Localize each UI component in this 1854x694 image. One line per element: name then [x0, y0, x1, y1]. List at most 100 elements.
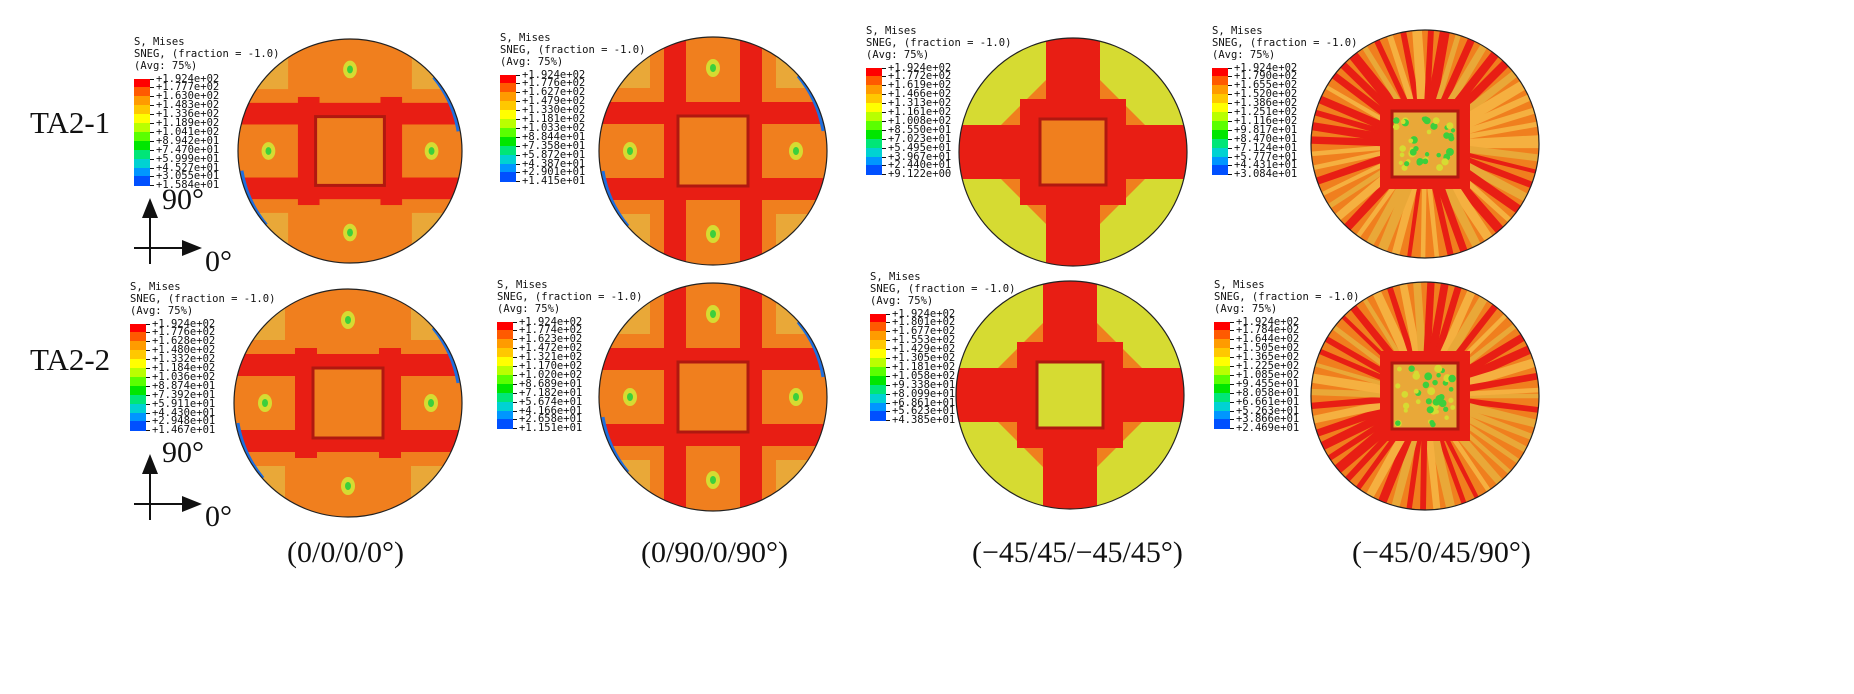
legend-swatch — [134, 123, 150, 133]
legend-tick — [150, 105, 154, 107]
contour-spot — [1432, 379, 1438, 386]
contour-legend: S, Mises SNEG, (fraction = -1.0) (Avg: 75%… — [1214, 279, 1359, 435]
legend-tick — [1228, 129, 1232, 131]
legend-value: +1.305e+02 — [892, 352, 956, 365]
contour-region — [599, 102, 827, 124]
contour-spot — [1436, 164, 1444, 172]
legend-tick — [150, 114, 154, 116]
legend-tick — [1230, 357, 1234, 359]
legend-value: +9.817e+01 — [1234, 123, 1298, 136]
legend-swatch — [130, 341, 146, 351]
legend-tick — [1230, 366, 1234, 368]
legend-tick — [150, 149, 154, 151]
contour-spot — [793, 393, 799, 401]
contour-spot — [1432, 398, 1440, 406]
legend-header-line: SNEG, (fraction = -1.0) — [134, 48, 280, 61]
contour-spot — [1430, 421, 1436, 428]
contour-spot — [1398, 160, 1403, 166]
legend-value: +7.392e+01 — [152, 388, 216, 401]
legend-value: +4.166e+01 — [519, 404, 583, 417]
legend-tick — [516, 110, 520, 112]
legend-tick — [882, 103, 886, 105]
legend-value: +1.924e+02 — [522, 68, 586, 81]
legend-header-line: (Avg: 75%) — [866, 49, 930, 62]
legend-tick — [886, 384, 890, 386]
legend-header-line: (Avg: 75%) — [870, 295, 934, 308]
legend-swatch — [870, 331, 886, 341]
rim-highlight — [432, 76, 460, 132]
legend-swatch — [500, 163, 516, 173]
legend-value: +7.358e+01 — [522, 139, 586, 152]
legend-value: +4.430e+01 — [152, 406, 216, 419]
legend-swatch — [866, 85, 882, 95]
contour-spot — [1392, 123, 1400, 131]
legend-swatch — [1214, 410, 1230, 420]
contour-spot — [1415, 399, 1421, 405]
legend-tick — [516, 136, 520, 138]
contour-spot — [1441, 158, 1449, 166]
legend-value: +2.469e+01 — [1236, 422, 1300, 435]
legend-value: +1.619e+02 — [888, 79, 952, 92]
legend-value: +5.872e+01 — [522, 148, 586, 161]
legend-tick — [1228, 120, 1232, 122]
legend-swatch — [134, 131, 150, 142]
legend-tick — [1228, 85, 1232, 87]
contour-region — [238, 177, 462, 200]
contour-legend: S, Mises SNEG, (fraction = -1.0) (Avg: 75%… — [497, 279, 642, 434]
legend-tick — [146, 430, 150, 432]
contour-region — [740, 37, 762, 265]
legend-swatch — [130, 359, 146, 369]
legend-value: +1.415e+01 — [522, 175, 586, 188]
legend-value: +1.466e+02 — [888, 88, 952, 101]
legend-header-line: (Avg: 75%) — [1214, 303, 1278, 316]
legend-value: +1.386e+02 — [1234, 97, 1298, 110]
legend-value: +8.942e+01 — [156, 134, 220, 147]
disk-outline — [233, 288, 463, 518]
legend-swatch — [497, 330, 513, 340]
legend-value: +1.924e+02 — [152, 317, 216, 330]
legend-tick — [1230, 410, 1234, 412]
legend-swatch — [500, 172, 516, 182]
legend-tick — [513, 366, 517, 368]
legend-swatch — [870, 358, 886, 368]
contour-spot — [1413, 388, 1419, 394]
legend-value: +2.948e+01 — [152, 415, 216, 428]
contour-spot — [1446, 148, 1454, 156]
legend-value: +1.623e+02 — [519, 333, 583, 346]
legend-tick — [516, 92, 520, 94]
legend-value: +1.330e+02 — [522, 104, 586, 117]
legend-tick — [513, 410, 517, 412]
contour-spot — [428, 399, 434, 407]
legend-swatch — [1214, 374, 1230, 385]
legend-header-line: SNEG, (fraction = -1.0) — [130, 293, 276, 306]
legend-tick — [882, 85, 886, 87]
column-label-m45-45-m45-45: (−45/45/−45/45°) — [972, 536, 1183, 569]
legend-value: +1.008e+02 — [888, 114, 952, 127]
contour-spot — [1422, 381, 1430, 389]
contour-spot — [710, 64, 716, 72]
legend-swatch — [870, 366, 886, 377]
legend-tick — [1228, 76, 1232, 78]
legend-value: +1.085e+02 — [1236, 368, 1300, 381]
legend-swatch — [1212, 112, 1228, 122]
contour-legend: S, Mises SNEG, (fraction = -1.0) (Avg: 75%… — [1212, 25, 1357, 180]
stress-contour-plot — [1310, 29, 1540, 259]
legend-swatch — [870, 402, 886, 412]
legend-tick — [146, 323, 150, 325]
legend-tick — [150, 176, 154, 178]
legend-tick — [886, 375, 890, 377]
contour-spot — [262, 399, 268, 407]
legend-value: +1.924e+02 — [888, 61, 952, 74]
legend-tick — [516, 74, 520, 76]
legend-tick — [513, 401, 517, 403]
legend-tick — [1228, 138, 1232, 140]
legend-value: +1.332e+02 — [152, 353, 216, 366]
legend-header-line: S, Mises — [870, 271, 921, 283]
legend-value: +2.901e+01 — [522, 166, 586, 179]
legend-value: +4.527e+01 — [156, 161, 220, 174]
legend-tick — [146, 421, 150, 423]
contour-region — [599, 348, 827, 370]
legend-header-line: S, Mises — [130, 281, 181, 293]
legend-swatch — [497, 348, 513, 358]
legend-tick — [886, 366, 890, 368]
